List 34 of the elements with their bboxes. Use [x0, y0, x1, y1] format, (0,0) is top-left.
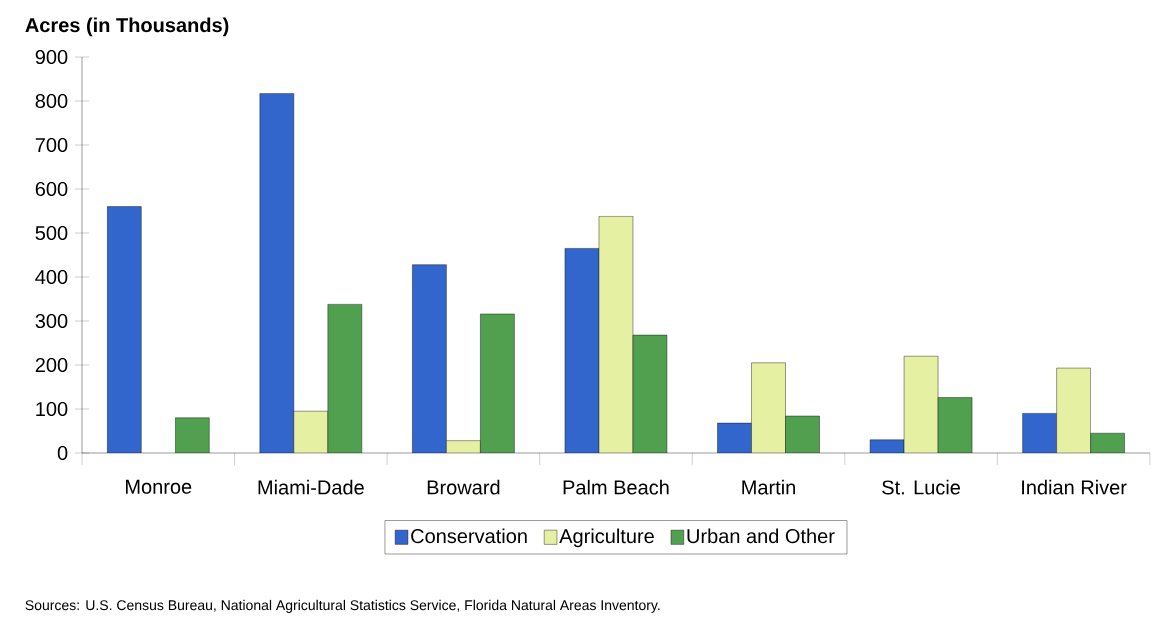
- x-tick-label: Indian River: [1022, 479, 1127, 495]
- x-tick-label: St. Lucie: [882, 479, 960, 495]
- y-tick-label: 200: [35, 357, 68, 373]
- x-tick-label: Broward: [427, 479, 500, 495]
- y-tick-label: 700: [35, 137, 68, 153]
- bar: [412, 264, 447, 453]
- bar: [938, 397, 973, 453]
- y-tick-label: 500: [35, 225, 68, 241]
- source-note: Sources: U.S. Census Bureau, National Agricultural Statistics Service, Florida Natural Areas Inventory.: [25, 599, 660, 613]
- y-tick-label: 600: [35, 181, 68, 197]
- y-tick-label: 400: [35, 269, 68, 285]
- y-tick-label: 800: [35, 93, 68, 109]
- x-tick-label: Monroe: [126, 479, 192, 494]
- legend-label: Conservation: [411, 528, 527, 544]
- x-tick-label: Miami-Dade: [258, 479, 364, 495]
- y-tick-label: 100: [36, 401, 68, 417]
- legend-label: Urban and Other: [687, 528, 835, 544]
- bar: [480, 313, 515, 453]
- x-tick-label: Martin: [742, 479, 795, 495]
- bar: [717, 423, 752, 453]
- bar: [1022, 413, 1057, 453]
- bar: [175, 417, 210, 453]
- bar: [632, 335, 667, 453]
- legend-label: Agriculture: [559, 528, 654, 548]
- y-tick-label: 900: [35, 49, 68, 65]
- x-tick-label: Palm Beach: [563, 479, 669, 495]
- y-tick-label: 0: [57, 445, 68, 461]
- y-axis-title: Acres (in Thousands): [25, 17, 229, 37]
- bar: [327, 304, 362, 453]
- bar: [785, 416, 820, 453]
- bar: [259, 93, 294, 453]
- bar: [107, 206, 142, 453]
- bar: [564, 248, 599, 453]
- y-tick-label: 300: [35, 313, 68, 329]
